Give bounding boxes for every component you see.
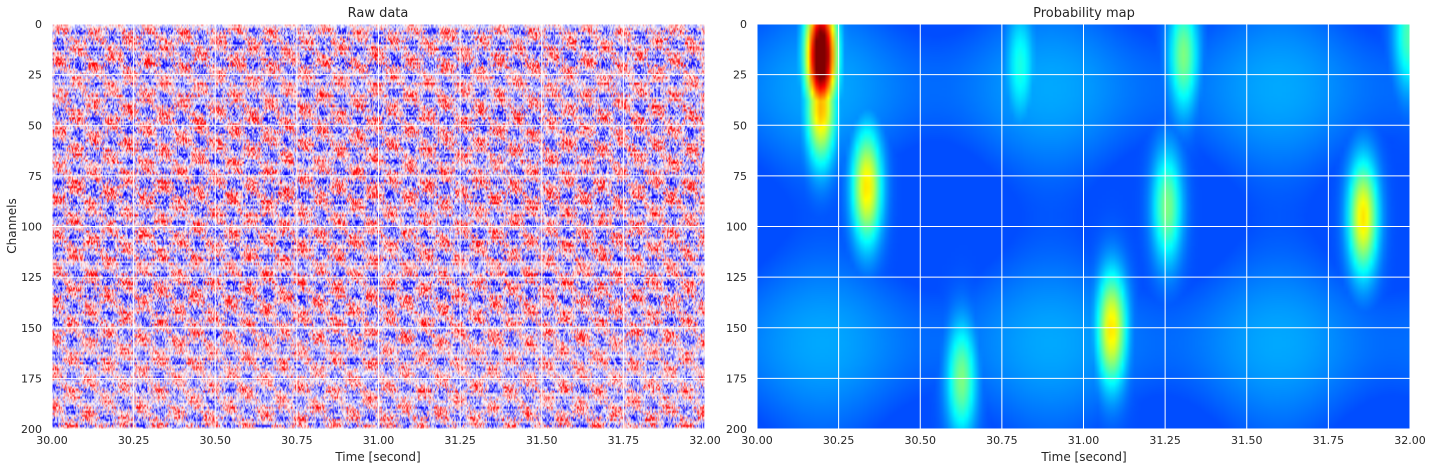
x-tick-label: 30.50 — [200, 434, 232, 447]
x-tick-label: 31.25 — [444, 434, 476, 447]
y-tick-label: 200 — [21, 423, 42, 436]
probability-map-y-ticks: 0 25 50 75 100 125 150 175 200 — [726, 18, 747, 436]
raw-data-grid — [51, 23, 706, 430]
y-tick-label: 125 — [21, 271, 42, 284]
y-tick-label: 50 — [28, 119, 42, 132]
x-tick-label: 31.75 — [1313, 434, 1345, 447]
x-tick-label: 30.75 — [986, 434, 1018, 447]
raw-data-panel: Raw data 30.00 30.25 30.50 30.75 31.00 31.25 3… — [5, 6, 721, 464]
y-tick-label: 175 — [726, 372, 747, 385]
x-tick-label: 31.50 — [1231, 434, 1263, 447]
probability-map-x-ticks: 30.00 30.25 30.50 30.75 31.00 31.25 31.50 31.75… — [741, 434, 1426, 447]
y-tick-label: 125 — [726, 271, 747, 284]
x-tick-label: 30.50 — [905, 434, 937, 447]
x-tick-label: 31.75 — [608, 434, 640, 447]
raw-data-y-label: Channels — [5, 198, 19, 254]
y-tick-label: 50 — [733, 119, 747, 132]
y-tick-label: 100 — [726, 221, 747, 234]
x-tick-label: 30.00 — [36, 434, 68, 447]
x-tick-label: 30.00 — [741, 434, 773, 447]
y-tick-label: 100 — [21, 221, 42, 234]
x-tick-label: 30.25 — [823, 434, 855, 447]
raw-data-y-ticks: 0 25 50 75 100 125 150 175 200 — [21, 18, 42, 436]
y-tick-label: 175 — [21, 372, 42, 385]
y-tick-label: 25 — [28, 69, 42, 82]
y-tick-label: 150 — [726, 322, 747, 335]
y-tick-label: 150 — [21, 322, 42, 335]
probability-map-title: Probability map — [1033, 6, 1135, 21]
x-tick-label: 32.00 — [689, 434, 721, 447]
x-tick-label: 31.25 — [1149, 434, 1181, 447]
probability-map-x-label: Time [second] — [1040, 450, 1126, 464]
x-tick-label: 31.00 — [363, 434, 395, 447]
x-tick-label: 30.25 — [118, 434, 150, 447]
raw-data-title: Raw data — [348, 6, 409, 21]
y-tick-label: 0 — [35, 18, 42, 31]
raw-data-x-ticks: 30.00 30.25 30.50 30.75 31.00 31.25 31.50 31.75… — [36, 434, 721, 447]
y-tick-label: 200 — [726, 423, 747, 436]
x-tick-label: 30.75 — [281, 434, 313, 447]
x-tick-label: 31.00 — [1068, 434, 1100, 447]
x-tick-label: 32.00 — [1394, 434, 1426, 447]
y-tick-label: 75 — [28, 170, 42, 183]
y-tick-label: 25 — [733, 69, 747, 82]
y-tick-label: 75 — [733, 170, 747, 183]
x-tick-label: 31.50 — [526, 434, 558, 447]
probability-map-panel: Probability map 30.00 30.25 30.50 30.75 31.0… — [726, 6, 1426, 464]
y-tick-label: 0 — [740, 18, 747, 31]
probability-map-grid — [756, 23, 1411, 430]
raw-data-x-label: Time [second] — [334, 450, 420, 464]
